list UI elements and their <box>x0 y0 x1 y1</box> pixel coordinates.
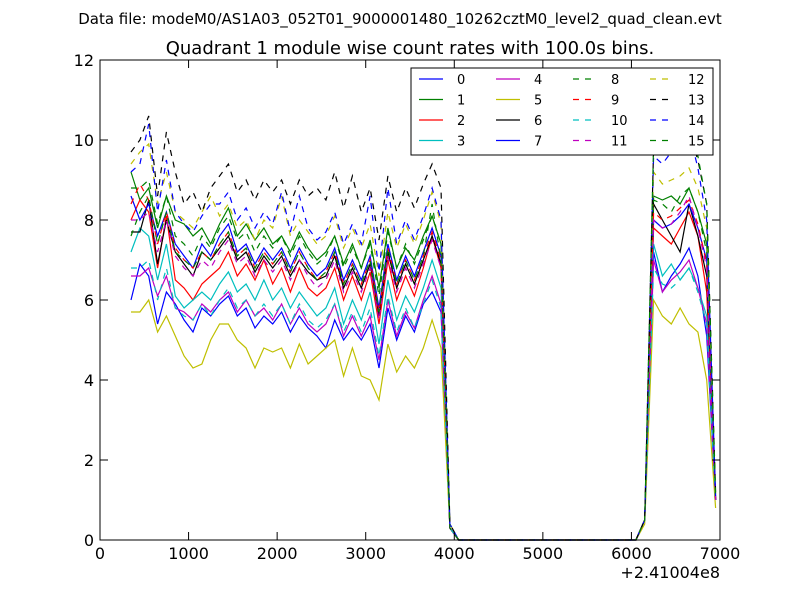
x-tick-label: 7000 <box>700 544 741 563</box>
legend-label-5: 5 <box>534 94 542 109</box>
legend-label-7: 7 <box>534 135 542 150</box>
legend-label-11: 11 <box>611 135 628 150</box>
y-tick-label: 6 <box>84 291 94 310</box>
legend-label-10: 10 <box>611 114 628 129</box>
legend-label-12: 12 <box>688 73 705 88</box>
legend-label-1: 1 <box>457 94 465 109</box>
legend-label-14: 14 <box>688 114 705 129</box>
legend-label-9: 9 <box>611 94 619 109</box>
y-tick-label: 0 <box>84 531 94 550</box>
x-tick-label: 1000 <box>168 544 209 563</box>
legend-label-6: 6 <box>534 114 542 129</box>
y-tick-label: 10 <box>74 131 94 150</box>
y-tick-label: 12 <box>74 51 94 70</box>
x-tick-label: 6000 <box>611 544 652 563</box>
legend-label-0: 0 <box>457 73 465 88</box>
y-tick-label: 4 <box>84 371 94 390</box>
series-line-15 <box>130 138 717 541</box>
chart-suptitle: Data file: modeM0/AS1A03_052T01_90000014… <box>78 10 722 29</box>
legend-label-8: 8 <box>611 73 619 88</box>
x-tick-label: 4000 <box>434 544 475 563</box>
x-tick-label: 0 <box>95 544 105 563</box>
y-tick-label: 2 <box>84 451 94 470</box>
legend-label-13: 13 <box>688 94 705 109</box>
y-tick-label: 8 <box>84 211 94 230</box>
x-tick-label: 3000 <box>345 544 386 563</box>
x-tick-label: 5000 <box>522 544 563 563</box>
chart-title: Quadrant 1 module wise count rates with … <box>166 38 655 59</box>
legend-label-4: 4 <box>534 73 542 88</box>
series-line-11 <box>131 194 717 541</box>
legend-label-2: 2 <box>457 114 465 129</box>
legend-label-15: 15 <box>688 135 705 150</box>
legend-label-3: 3 <box>457 135 465 150</box>
x-tick-label: 2000 <box>257 544 298 563</box>
x-offset-label: +2.41004e8 <box>620 563 720 582</box>
